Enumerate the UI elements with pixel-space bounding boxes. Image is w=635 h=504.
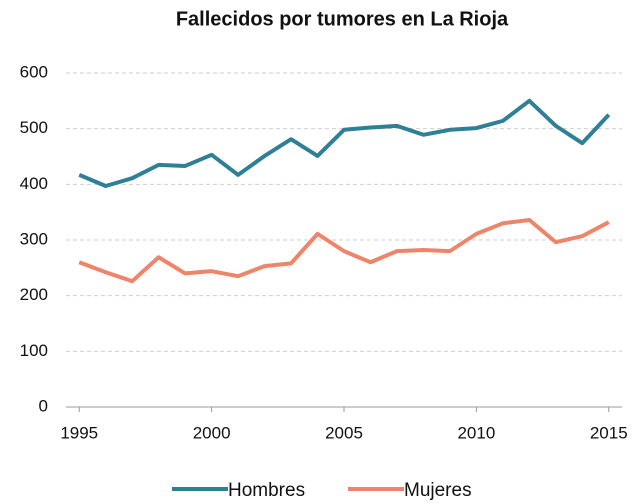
x-tick-label: 2005 [325,423,363,442]
line-series [78,98,611,189]
x-tick-label: 2010 [457,423,495,442]
y-tick-label: 500 [20,118,48,137]
legend-label: Mujeres [404,480,472,501]
x-tick-label: 1995 [60,423,98,442]
legend-label: Hombres [228,480,305,501]
x-tick-label: 2000 [193,423,231,442]
x-tick-label: 2015 [590,423,628,442]
y-tick-label: 600 [20,62,48,81]
chart-title: Fallecidos por tumores en La Rioja [176,8,509,30]
y-tick-label: 400 [20,174,48,193]
y-tick-label: 300 [20,229,48,248]
line-series [78,217,610,284]
y-tick-label: 100 [20,341,48,360]
y-tick-label: 200 [20,285,48,304]
y-tick-label: 0 [39,396,48,415]
